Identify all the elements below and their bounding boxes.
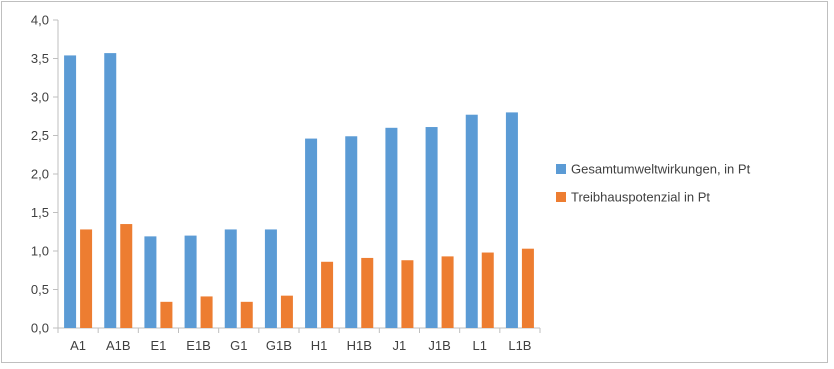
bar-treibhaus-g1b xyxy=(280,295,293,328)
y-tick-label: 3,5 xyxy=(31,51,49,66)
legend-label-2: Treibhauspotenzial in Pt xyxy=(571,190,710,205)
y-tick-label: 3,0 xyxy=(31,90,49,105)
x-tick-label: G1B xyxy=(266,338,292,353)
x-tick-label: L1 xyxy=(473,338,487,353)
bar-treibhaus-e1 xyxy=(160,301,173,328)
chart-frame xyxy=(1,1,828,363)
bar-gesamt-a1b xyxy=(104,53,117,329)
bar-treibhaus-g1 xyxy=(240,301,253,328)
bar-gesamt-l1 xyxy=(465,114,478,329)
x-tick-label: G1 xyxy=(230,338,247,353)
bar-gesamt-a1 xyxy=(64,55,77,329)
bar-gesamt-j1b xyxy=(425,127,438,328)
bar-treibhaus-l1b xyxy=(521,248,534,328)
bar-gesamt-j1 xyxy=(385,127,398,328)
bar-gesamt-e1b xyxy=(184,235,197,328)
legend-swatch-2 xyxy=(556,192,566,202)
bar-treibhaus-l1 xyxy=(481,252,494,328)
x-tick-label: A1 xyxy=(70,338,86,353)
x-tick-label: H1B xyxy=(347,338,372,353)
bar-gesamt-g1b xyxy=(264,229,277,328)
bar-gesamt-e1 xyxy=(144,236,157,328)
bar-treibhaus-h1 xyxy=(321,261,334,328)
y-tick-label: 2,5 xyxy=(31,128,49,143)
bar-treibhaus-j1 xyxy=(401,260,414,328)
x-tick-label: A1B xyxy=(106,338,131,353)
legend-swatch-1 xyxy=(556,164,566,174)
y-tick-label: 0,5 xyxy=(31,282,49,297)
x-tick-label: H1 xyxy=(311,338,328,353)
x-tick-label: J1 xyxy=(393,338,407,353)
bar-gesamt-g1 xyxy=(224,229,237,328)
y-tick-label: 2,0 xyxy=(31,167,49,182)
legend-label-1: Gesamtumweltwirkungen, in Pt xyxy=(571,162,751,177)
x-tick-label: J1B xyxy=(428,338,450,353)
bar-treibhaus-h1b xyxy=(361,257,374,328)
bar-gesamt-h1b xyxy=(345,136,358,328)
bar-treibhaus-a1b xyxy=(120,224,133,328)
y-tick-label: 1,5 xyxy=(31,205,49,220)
y-tick-label: 0,0 xyxy=(31,321,49,336)
x-tick-label: L1B xyxy=(508,338,531,353)
y-tick-label: 1,0 xyxy=(31,244,49,259)
bar-treibhaus-j1b xyxy=(441,256,454,328)
bar-gesamt-l1b xyxy=(505,112,518,329)
x-tick-label: E1 xyxy=(150,338,166,353)
y-tick-label: 4,0 xyxy=(31,13,49,28)
bar-treibhaus-a1 xyxy=(80,229,93,328)
x-tick-label: E1B xyxy=(186,338,211,353)
bar-gesamt-h1 xyxy=(305,138,318,328)
bar-treibhaus-e1b xyxy=(200,296,213,328)
